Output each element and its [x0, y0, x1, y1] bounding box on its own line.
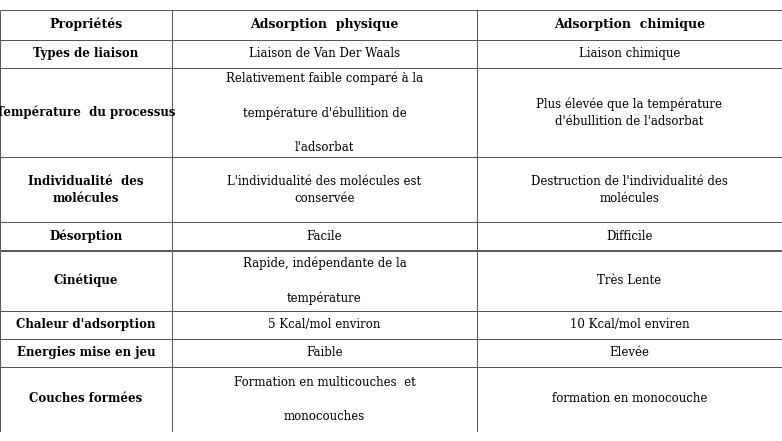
Text: L'individualité des molécules est
conservée: L'individualité des molécules est conser…	[228, 175, 421, 205]
Bar	[0, 366, 172, 431]
Text: Types de liaison: Types de liaison	[34, 47, 138, 60]
Bar	[0, 10, 172, 40]
Text: Elevée: Elevée	[609, 346, 650, 359]
Text: Adsorption  physique: Adsorption physique	[250, 18, 399, 31]
Bar	[172, 40, 477, 67]
Bar	[172, 310, 477, 339]
Bar	[0, 157, 172, 223]
Text: Difficile: Difficile	[606, 230, 653, 243]
Bar	[477, 366, 782, 431]
Bar	[477, 40, 782, 67]
Text: 10 Kcal/mol enviren: 10 Kcal/mol enviren	[570, 318, 689, 331]
Text: Propriétés: Propriétés	[49, 18, 123, 31]
Text: Température  du processus: Température du processus	[0, 106, 176, 119]
Text: Adsorption  chimique: Adsorption chimique	[554, 18, 705, 31]
Bar	[477, 223, 782, 250]
Text: Destruction de l'individualité des
molécules: Destruction de l'individualité des moléc…	[531, 175, 728, 205]
Text: Facile: Facile	[307, 230, 343, 243]
Bar	[172, 339, 477, 366]
Text: Formation en multicouches  et

monocouches: Formation en multicouches et monocouches	[234, 375, 415, 422]
Bar	[0, 250, 172, 310]
Bar	[0, 339, 172, 366]
Text: Cinétique: Cinétique	[54, 274, 118, 287]
Text: Liaison chimique: Liaison chimique	[579, 47, 680, 60]
Bar	[0, 223, 172, 250]
Text: Energies mise en jeu: Energies mise en jeu	[16, 346, 156, 359]
Bar	[0, 310, 172, 339]
Bar	[0, 40, 172, 67]
Bar	[477, 67, 782, 157]
Bar	[477, 157, 782, 223]
Text: Très Lente: Très Lente	[597, 274, 662, 287]
Bar	[172, 10, 477, 40]
Bar	[172, 157, 477, 223]
Bar	[172, 67, 477, 157]
Text: Chaleur d'adsorption: Chaleur d'adsorption	[16, 318, 156, 331]
Bar	[0, 67, 172, 157]
Bar	[172, 250, 477, 310]
Bar	[172, 223, 477, 250]
Text: Plus élevée que la température
d'ébullition de l'adsorbat: Plus élevée que la température d'ébullit…	[536, 97, 723, 128]
Bar	[172, 366, 477, 431]
Text: formation en monocouche: formation en monocouche	[552, 392, 707, 406]
Text: Désorption: Désorption	[49, 230, 123, 243]
Bar	[477, 339, 782, 366]
Text: Liaison de Van Der Waals: Liaison de Van Der Waals	[249, 47, 400, 60]
Bar	[477, 310, 782, 339]
Text: Individualité  des
molécules: Individualité des molécules	[28, 175, 144, 205]
Text: Relativement faible comparé à la

température d'ébullition de

l'adsorbat: Relativement faible comparé à la tempéra…	[226, 71, 423, 153]
Text: Faible: Faible	[307, 346, 343, 359]
Text: 5 Kcal/mol environ: 5 Kcal/mol environ	[268, 318, 381, 331]
Text: Couches formées: Couches formées	[30, 392, 142, 406]
Bar	[477, 250, 782, 310]
Bar	[477, 10, 782, 40]
Text: Rapide, indépendante de la

température: Rapide, indépendante de la température	[242, 256, 407, 305]
